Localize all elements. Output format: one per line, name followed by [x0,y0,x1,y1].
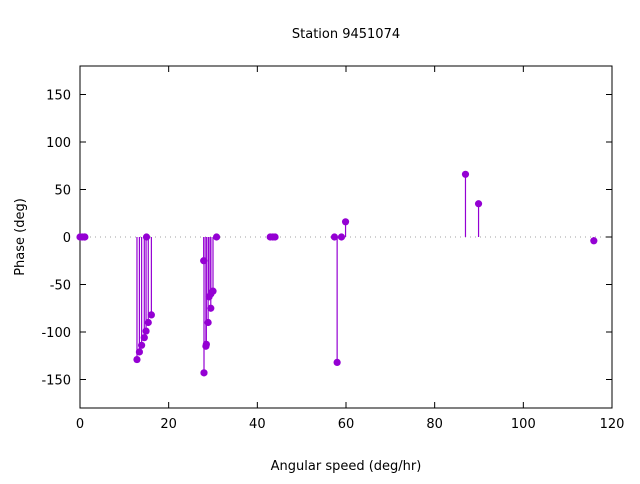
data-point [209,287,217,295]
data-point [142,233,151,241]
data-point [202,340,210,348]
data-point [330,233,339,241]
data-point [200,369,208,377]
data-point [337,233,346,241]
data-point [144,318,152,327]
data-point [133,355,141,364]
data-point [142,327,150,335]
x-tick-label: 20 [160,417,177,432]
y-tick-label: -50 [50,279,71,294]
y-tick-label: -100 [41,326,71,341]
x-tick-label: 0 [76,417,84,432]
data-point [135,348,144,356]
data-point [461,170,470,178]
x-tick-label: 40 [249,417,266,432]
y-tick-label: 100 [46,136,71,151]
data-point [341,218,350,226]
x-axis-label: Angular speed (deg/hr) [271,459,422,474]
x-tick-label: 120 [600,417,625,432]
data-point [147,311,155,319]
data-point [271,233,279,241]
x-tick-label: 80 [426,417,443,432]
data-point [207,304,215,312]
data-point [140,334,148,342]
y-tick-label: -150 [41,374,71,389]
y-tick-label: 0 [63,231,71,246]
y-tick-label: 50 [54,184,71,199]
y-tick-label: 150 [46,89,71,104]
chart-title: Station 9451074 [292,27,400,42]
y-axis-label: Phase (deg) [13,198,28,276]
x-tick-label: 60 [338,417,355,432]
data-point [81,233,89,241]
data-point [474,200,483,208]
data-point [204,318,212,327]
x-tick-label: 100 [511,417,536,432]
data-point [212,233,221,241]
data-point [333,358,341,366]
data-point [138,341,146,349]
data-point [590,237,598,245]
